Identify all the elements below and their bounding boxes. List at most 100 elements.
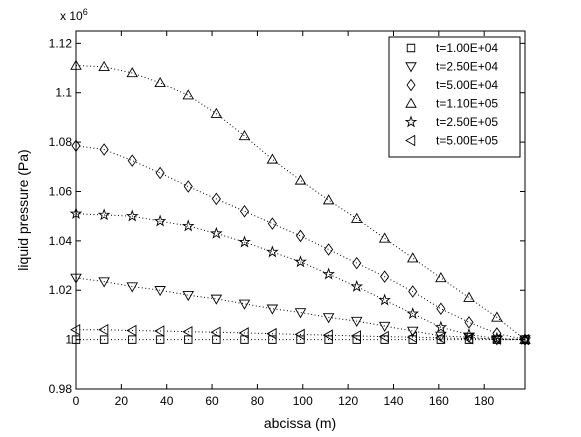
y-multiplier-exponent: 6 xyxy=(83,7,88,17)
legend-item: t=5.00E+05 xyxy=(405,134,498,148)
data-point xyxy=(463,291,475,302)
data-point xyxy=(406,307,420,320)
data-point xyxy=(519,333,531,344)
data-point xyxy=(71,335,81,344)
data-point xyxy=(70,273,82,284)
x-tick-label: 20 xyxy=(115,394,129,408)
y-multiplier-label: x 106 xyxy=(60,7,88,23)
data-point xyxy=(181,219,195,232)
data-point xyxy=(266,304,279,315)
x-tick-label: 140 xyxy=(383,394,403,408)
legend-item: t=2.50E+04 xyxy=(405,60,498,74)
data-point xyxy=(436,302,446,316)
data-point xyxy=(98,323,109,336)
legend-marker xyxy=(405,134,416,147)
legend-label: t=1.10E+05 xyxy=(436,97,498,111)
data-point xyxy=(126,324,137,337)
x-tick-label: 0 xyxy=(73,394,80,408)
data-point xyxy=(210,226,223,239)
data-point xyxy=(127,154,137,167)
x-tick-label: 60 xyxy=(205,394,219,408)
data-point xyxy=(296,335,305,344)
data-point xyxy=(266,327,277,340)
legend-label: t=5.00E+05 xyxy=(436,134,498,148)
data-point xyxy=(434,332,446,344)
legend-marker xyxy=(406,43,416,53)
series-line xyxy=(75,277,525,341)
legend-item: t=1.10E+05 xyxy=(405,97,498,111)
data-point xyxy=(182,290,195,302)
data-point xyxy=(434,320,448,333)
legend-item: t=2.50E+05 xyxy=(404,115,498,129)
data-point xyxy=(268,335,277,344)
data-point xyxy=(128,335,137,344)
x-tick-label: 40 xyxy=(160,394,174,408)
data-point xyxy=(380,270,390,283)
data-point xyxy=(182,89,195,100)
y-tick-label: 1.04 xyxy=(49,234,73,248)
data-point xyxy=(266,153,279,164)
x-tick-label: 180 xyxy=(474,394,494,408)
data-point xyxy=(184,335,193,344)
data-point xyxy=(408,335,417,344)
data-point xyxy=(182,325,193,338)
data-point xyxy=(350,212,363,223)
data-point xyxy=(322,313,335,324)
data-point xyxy=(98,277,110,288)
x-axis-label: abcissa (m) xyxy=(264,415,336,431)
data-point xyxy=(154,325,165,337)
data-point xyxy=(294,328,305,341)
data-point xyxy=(125,209,139,222)
data-point xyxy=(462,328,476,341)
data-point xyxy=(294,308,307,319)
legend-box xyxy=(388,36,521,158)
legend-item: t=5.00E+04 xyxy=(406,78,498,92)
x-tick-label: 80 xyxy=(251,394,265,408)
legend-marker xyxy=(405,97,417,108)
data-point xyxy=(350,279,364,292)
data-point xyxy=(210,326,221,338)
data-point xyxy=(98,60,110,71)
data-point xyxy=(406,331,417,343)
data-point xyxy=(99,335,109,344)
data-point xyxy=(490,333,502,345)
data-point xyxy=(126,67,139,78)
data-point xyxy=(210,107,223,118)
legend-label: t=5.00E+04 xyxy=(436,78,498,92)
data-point xyxy=(210,294,223,305)
legend-marker xyxy=(404,115,418,128)
legend: t=1.00E+04 t=2.50E+04 t=5.00E+04 t=1.10E+05… xyxy=(388,36,521,158)
y-multiplier-base: x 10 xyxy=(60,9,83,23)
data-point xyxy=(211,192,221,206)
y-axis-label: liquid pressure (Pa) xyxy=(15,149,31,270)
data-point xyxy=(519,333,530,346)
series-3 xyxy=(71,139,530,346)
data-point xyxy=(97,208,111,221)
data-point xyxy=(406,252,419,263)
data-point xyxy=(70,59,82,70)
data-point xyxy=(408,285,418,298)
data-point xyxy=(183,180,193,193)
data-point xyxy=(378,232,391,243)
data-point xyxy=(267,217,277,230)
data-point xyxy=(352,256,362,270)
y-tick-label: 1.08 xyxy=(49,135,73,149)
data-point xyxy=(154,286,166,297)
y-tick-label: 1 xyxy=(65,333,72,347)
data-point xyxy=(294,174,307,185)
y-tick-label: 0.98 xyxy=(49,382,73,396)
y-tick-label: 1.06 xyxy=(49,184,73,198)
y-tick-label: 1.02 xyxy=(49,283,73,297)
data-point xyxy=(155,166,165,180)
data-point xyxy=(153,214,167,227)
legend-marker xyxy=(406,78,416,92)
x-tick-label: 100 xyxy=(293,394,313,408)
x-tick-label: 160 xyxy=(429,394,449,408)
series-line xyxy=(75,213,526,341)
data-point xyxy=(435,271,447,283)
legend-label: t=1.00E+04 xyxy=(436,41,498,55)
data-point xyxy=(378,293,391,306)
x-tick-label: 120 xyxy=(338,394,358,408)
legend-item: t=1.00E+04 xyxy=(406,41,498,55)
